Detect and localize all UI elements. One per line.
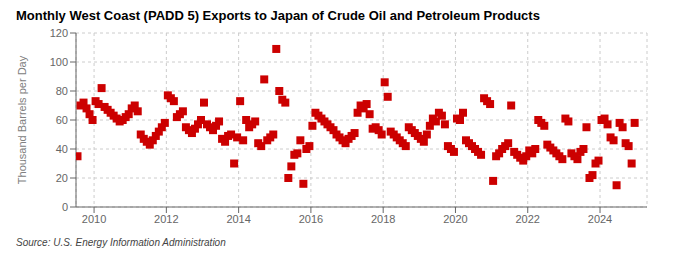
- svg-text:0: 0: [62, 201, 68, 213]
- svg-text:60: 60: [56, 114, 68, 126]
- svg-text:2022: 2022: [515, 213, 539, 225]
- svg-text:120: 120: [50, 27, 68, 39]
- svg-text:2012: 2012: [154, 213, 178, 225]
- svg-text:2014: 2014: [226, 213, 250, 225]
- svg-text:Thousand Barrels per Day: Thousand Barrels per Day: [16, 55, 28, 184]
- svg-text:80: 80: [56, 85, 68, 97]
- svg-text:40: 40: [56, 143, 68, 155]
- svg-text:100: 100: [50, 56, 68, 68]
- svg-text:2010: 2010: [82, 213, 106, 225]
- svg-text:2020: 2020: [443, 213, 467, 225]
- svg-text:2016: 2016: [299, 213, 323, 225]
- html-text:Monthly West Coast (PADD 5) Ex: Monthly West Coast (PADD 5) Exports to J…: [16, 8, 540, 23]
- svg-text:2024: 2024: [588, 213, 612, 225]
- svg-text:2018: 2018: [371, 213, 395, 225]
- svg-text:20: 20: [56, 172, 68, 184]
- html-text:Source: U.S. Energy Informatio: Source: U.S. Energy Information Administ…: [16, 237, 226, 248]
